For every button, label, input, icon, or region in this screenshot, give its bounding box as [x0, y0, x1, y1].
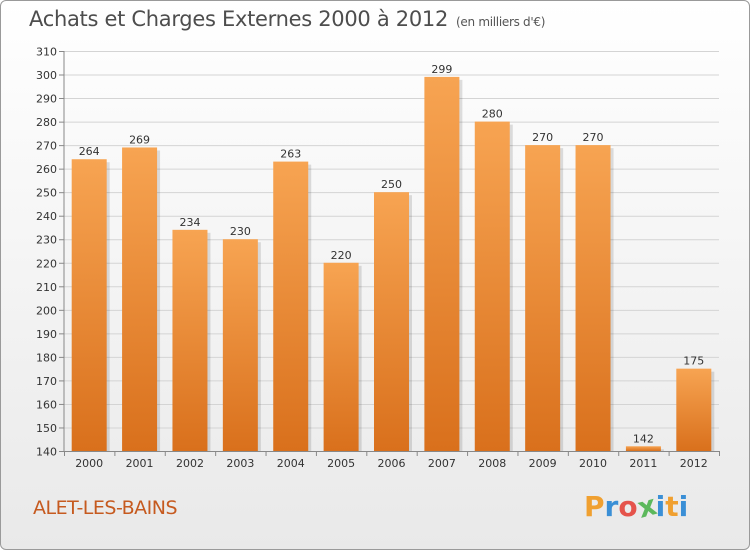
x-tick-label: 2005	[327, 457, 355, 470]
x-tick-label: 2002	[176, 457, 204, 470]
y-tick-label: 280	[36, 116, 57, 129]
x-tick-label: 2011	[629, 457, 657, 470]
y-tick-label: 300	[36, 69, 57, 82]
x-tick-label: 2000	[75, 457, 103, 470]
logo-letter: t	[665, 490, 679, 523]
data-label: 263	[280, 148, 301, 161]
data-label: 270	[583, 131, 604, 144]
x-tick-label: 2007	[428, 457, 456, 470]
y-tick-label: 190	[36, 328, 57, 341]
x-tick-label: 2008	[478, 457, 506, 470]
bar-2009	[525, 145, 561, 451]
bars: 264 269 234 230 263 220 250 299 280 270 270 142 175	[71, 63, 715, 452]
x-tick-label: 2010	[579, 457, 607, 470]
y-tick-label: 140	[36, 446, 57, 459]
data-label: 299	[431, 63, 452, 76]
bar-2000	[71, 159, 107, 451]
logo-letter: P	[584, 490, 605, 523]
y-tick-label: 200	[36, 304, 57, 317]
chart-title-text: Achats et Charges Externes 2000 à 2012	[29, 7, 449, 31]
x-tick-label: 2006	[378, 457, 406, 470]
bar-2005	[323, 262, 359, 451]
bar-2006	[374, 192, 409, 452]
y-tick-label: 220	[36, 257, 57, 270]
bar-2007	[424, 76, 460, 451]
y-tick-label: 170	[36, 375, 57, 388]
data-label: 175	[683, 355, 704, 368]
data-label: 230	[230, 225, 251, 238]
logo-letter: i	[678, 490, 689, 523]
data-label: 142	[633, 432, 654, 445]
y-tick-label: 260	[36, 163, 57, 176]
chart-title: Achats et Charges Externes 2000 à 2012 (e…	[29, 7, 545, 31]
y-axis: 140 150 160 170 180 190 200 210 220 230 240 250 260 2…	[36, 46, 65, 459]
bar-2002	[172, 229, 208, 451]
x-tick-label: 2004	[277, 457, 305, 470]
y-tick-label: 310	[36, 46, 57, 59]
x-tick-label: 2001	[126, 457, 154, 470]
logo-letter: o	[618, 490, 638, 523]
logo-letter: r	[604, 490, 619, 523]
bar-2010	[575, 145, 611, 451]
bar-2001	[122, 147, 158, 451]
data-label: 250	[381, 178, 402, 191]
data-label: 280	[482, 108, 503, 121]
data-label: 234	[179, 216, 200, 229]
bar-2008	[474, 121, 510, 452]
y-tick-label: 240	[36, 210, 57, 223]
data-label: 220	[331, 249, 352, 262]
y-tick-label: 290	[36, 93, 57, 106]
x-tick-label: 2012	[680, 457, 708, 470]
place-name: ALET-LES-BAINS	[33, 497, 178, 519]
bar-2003	[222, 239, 258, 451]
data-label: 269	[129, 133, 150, 146]
y-tick-label: 210	[36, 281, 57, 294]
logo-letter: i	[655, 490, 666, 523]
bar-2012	[676, 368, 712, 451]
y-tick-label: 250	[36, 187, 57, 200]
bar-2004	[273, 161, 309, 451]
y-tick-label: 180	[36, 351, 57, 364]
y-tick-label: 160	[36, 398, 57, 411]
y-tick-label: 270	[36, 140, 57, 153]
x-tick-label: 2003	[226, 457, 254, 470]
y-tick-label: 230	[36, 234, 57, 247]
data-label: 270	[532, 131, 553, 144]
proxiti-logo: Proxiti	[584, 488, 689, 525]
x-tick-label: 2009	[529, 457, 557, 470]
y-tick-label: 150	[36, 422, 57, 435]
bar-2011	[625, 446, 661, 451]
chart-unit: (en milliers d'€)	[456, 15, 546, 29]
x-axis: 2000 2001 2002 2003 2004 2005 2006 2007 2008 2009…	[64, 451, 720, 470]
data-label: 264	[79, 145, 100, 158]
